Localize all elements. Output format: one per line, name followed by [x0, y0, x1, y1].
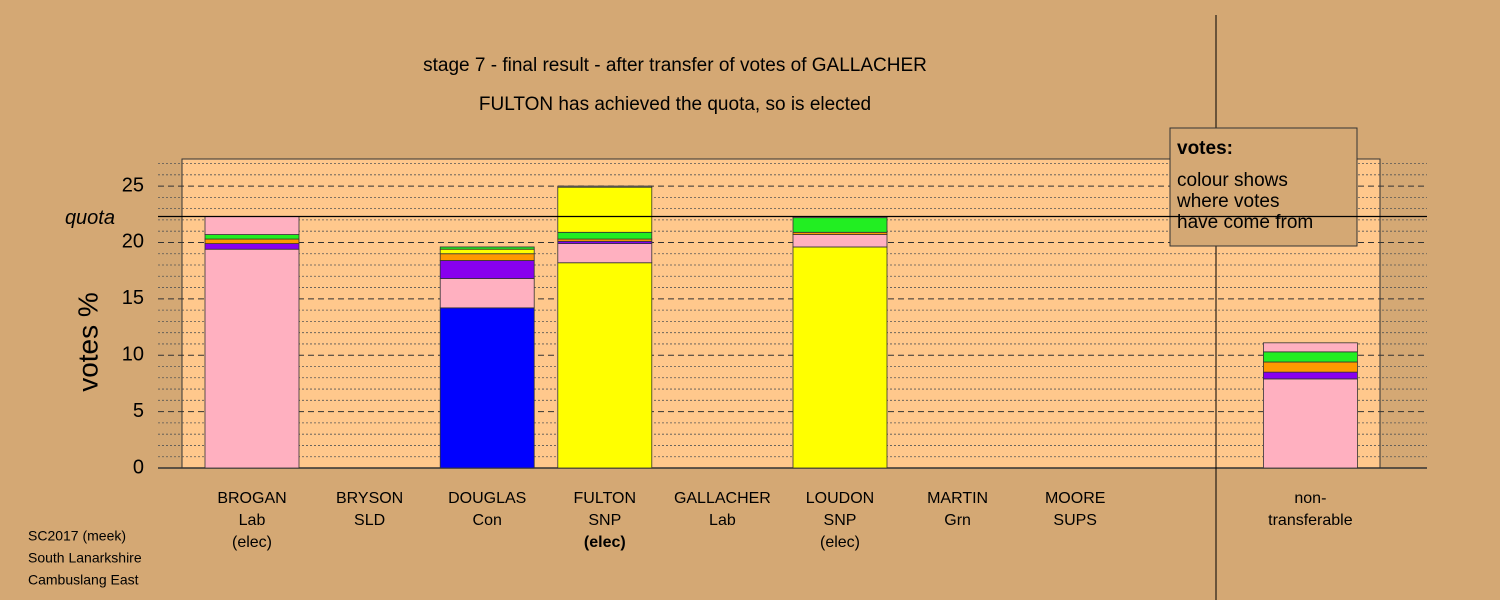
y-tick-label: 0 — [133, 456, 144, 478]
y-tick-label: 20 — [122, 231, 144, 253]
legend-text: where votes — [1176, 191, 1279, 212]
x-tick-label: FULTON — [574, 490, 637, 507]
y-tick-label: 10 — [122, 344, 144, 366]
bar-segment — [792, 246, 888, 469]
bar-segment — [1263, 378, 1358, 469]
footer-text: Cambuslang East — [28, 572, 139, 588]
bar-segment — [439, 307, 535, 469]
legend-text: have come from — [1177, 212, 1313, 233]
bar-segment — [439, 260, 535, 279]
bar-segment — [1263, 371, 1358, 380]
bar-segment — [557, 185, 653, 188]
legend: votes: colour shows where votes have com… — [1169, 127, 1358, 247]
footer-text: South Lanarkshire — [28, 550, 142, 566]
chart-subtitle: FULTON has achieved the quota, so is ele… — [479, 94, 871, 115]
x-tick-label: (elec) — [820, 534, 860, 551]
bar-segment — [557, 231, 653, 240]
x-tick-label: Lab — [709, 512, 736, 529]
x-tick-label: (elec) — [232, 534, 272, 551]
x-tick-label: transferable — [1268, 512, 1353, 529]
bar-segment — [204, 248, 300, 469]
legend-box — [1169, 127, 1358, 247]
bar-segment — [792, 234, 888, 248]
y-tick-label: 15 — [122, 287, 144, 309]
bar-segment — [557, 243, 653, 264]
x-tick-label: non- — [1294, 490, 1326, 507]
x-tick-label: LOUDON — [806, 490, 874, 507]
bar-segment — [204, 238, 300, 244]
bar-segment — [439, 246, 535, 250]
bar-segment — [439, 248, 535, 255]
bar-segment — [439, 253, 535, 261]
chart-title: stage 7 - final result - after transfer … — [423, 55, 927, 76]
y-tick-label: 5 — [133, 400, 144, 422]
x-tick-label: BROGAN — [217, 490, 286, 507]
x-tick-label: (elec) — [584, 534, 626, 551]
x-tick-label: MOORE — [1045, 490, 1105, 507]
bars — [204, 185, 1358, 469]
bar-segment — [204, 234, 300, 240]
legend-text: colour shows — [1177, 170, 1288, 191]
footer-text: SC2017 (meek) — [28, 528, 126, 544]
x-tick-label: SLD — [354, 512, 385, 529]
x-tick-label: GALLACHER — [674, 490, 771, 507]
bar-segment — [557, 186, 653, 233]
bar-segment — [1263, 342, 1358, 353]
bar-segment — [792, 217, 888, 233]
legend-title: votes: — [1177, 138, 1233, 159]
bar-segment — [1263, 361, 1358, 373]
quota-label: quota — [65, 207, 115, 229]
x-tick-label: SNP — [824, 512, 857, 529]
x-tick-label: Con — [473, 512, 502, 529]
bar-segment — [557, 262, 653, 469]
y-tick-label: 25 — [122, 174, 144, 196]
bar-segment — [1263, 351, 1358, 363]
x-tick-label: SNP — [588, 512, 621, 529]
x-tick-label: Grn — [944, 512, 971, 529]
x-tick-label: BRYSON — [336, 490, 403, 507]
bar-segment — [204, 216, 300, 235]
bar-segment — [439, 278, 535, 309]
y-axis-label: votes % — [72, 292, 103, 392]
x-tick-label: SUPS — [1053, 512, 1097, 529]
x-tick-label: DOUGLAS — [448, 490, 526, 507]
bar-segment — [204, 243, 300, 250]
x-tick-label: MARTIN — [927, 490, 988, 507]
x-tick-label: Lab — [239, 512, 266, 529]
